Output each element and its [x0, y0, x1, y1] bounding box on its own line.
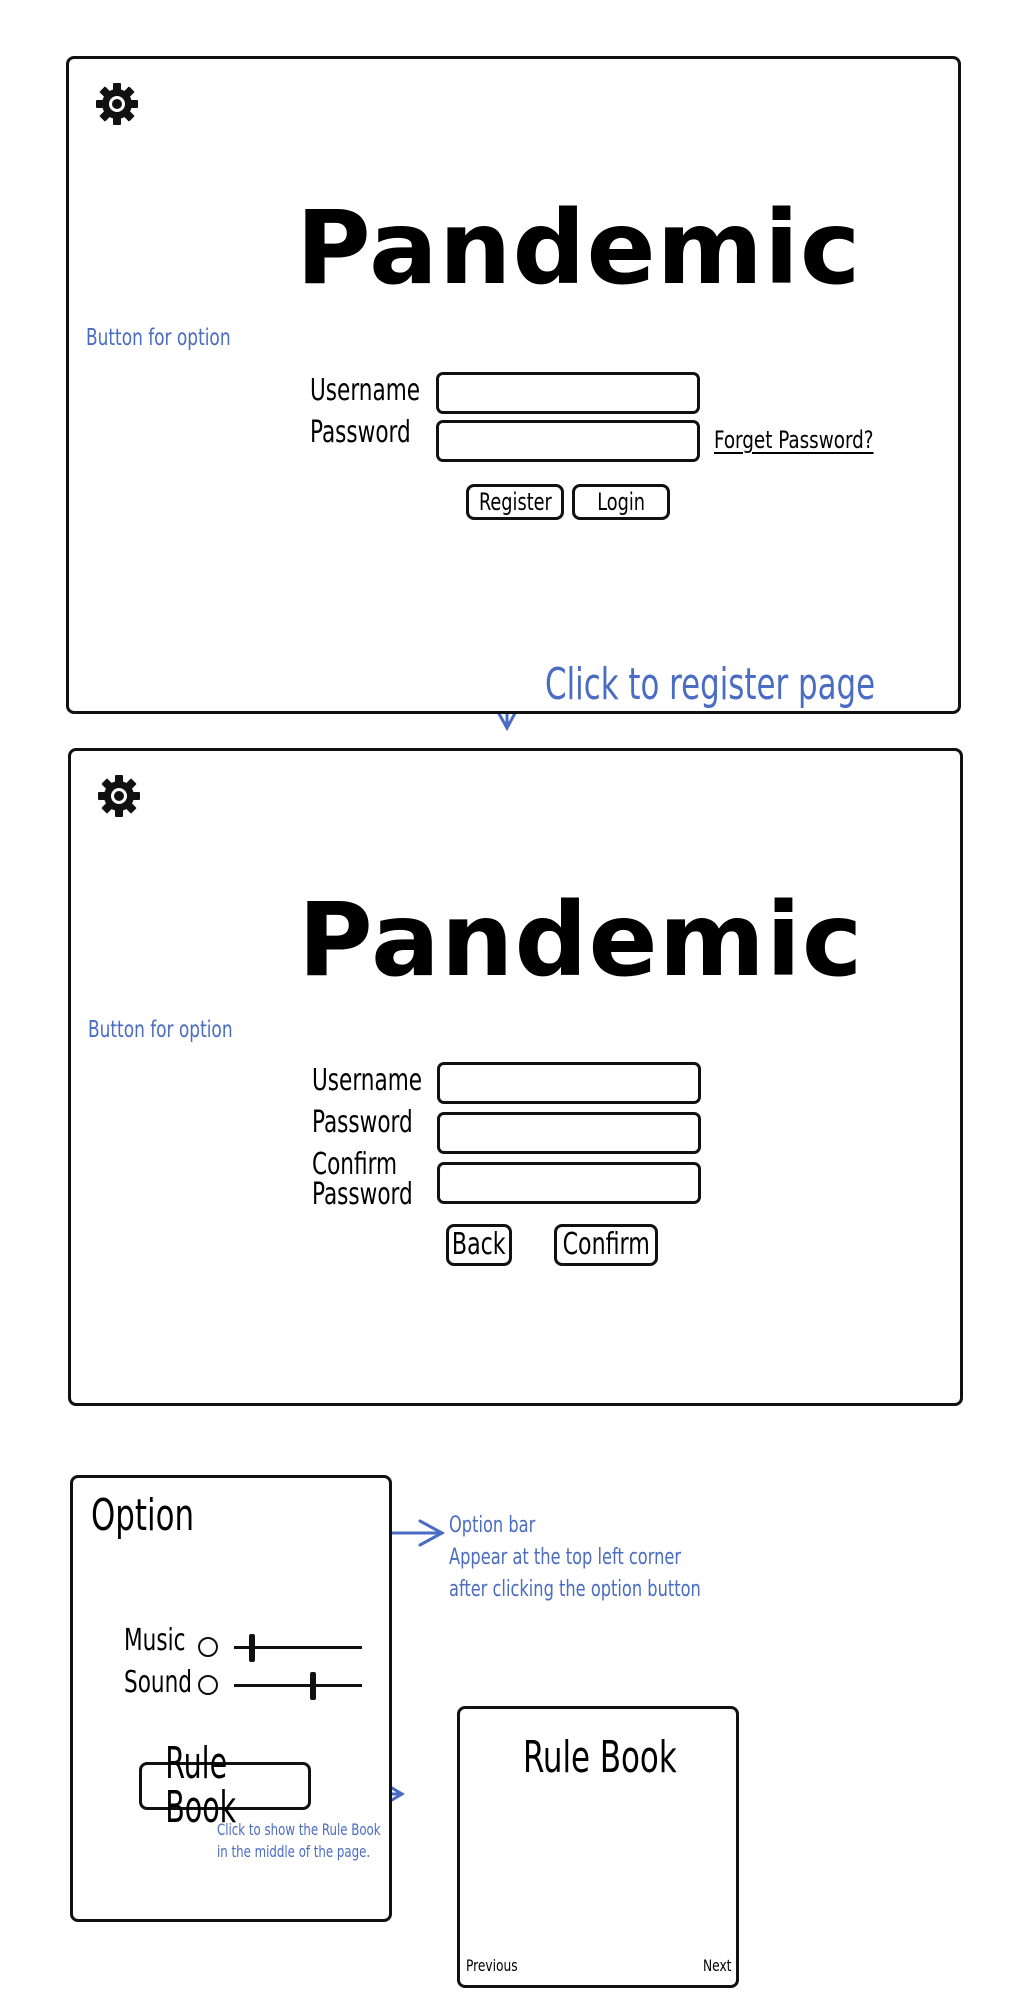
music-slider-thumb[interactable]	[249, 1634, 255, 1662]
rule-book-annotation-line2: in the middle of the page.	[217, 1842, 371, 1861]
password-label: Password	[312, 1105, 413, 1140]
sound-label: Sound	[124, 1665, 193, 1700]
sound-slider[interactable]	[234, 1672, 362, 1700]
login-button[interactable]: Login	[572, 484, 670, 520]
option-bar	[70, 1475, 392, 1922]
page-title: Pandemic	[298, 881, 864, 1000]
option-bar-annotation-line2: Appear at the top left corner	[449, 1545, 682, 1570]
username-label: Username	[310, 373, 421, 408]
forget-password-link[interactable]: Forget Password?	[714, 426, 874, 454]
music-label: Music	[124, 1623, 186, 1658]
password-label: Password	[310, 415, 411, 450]
sound-toggle[interactable]	[198, 1675, 218, 1695]
option-bar-annotation-title: Option bar	[449, 1513, 536, 1538]
sound-slider-thumb[interactable]	[310, 1672, 316, 1700]
option-title: Option	[91, 1490, 195, 1541]
option-bar-arrowhead	[418, 1519, 446, 1547]
username-input[interactable]	[436, 372, 700, 414]
rule-book-popup	[457, 1706, 739, 1988]
username-input[interactable]	[437, 1062, 701, 1104]
password-input[interactable]	[436, 420, 700, 462]
rule-book-button[interactable]: Rule Book	[139, 1742, 311, 1830]
confirm-password-input[interactable]	[437, 1162, 701, 1204]
username-label: Username	[312, 1063, 423, 1098]
confirm-password-label-line2: Password	[312, 1177, 413, 1212]
previous-button[interactable]: Previous	[466, 1956, 518, 1975]
music-toggle[interactable]	[198, 1637, 218, 1657]
password-input[interactable]	[437, 1112, 701, 1154]
option-bar-annotation-line3: after clicking the option button	[449, 1577, 701, 1602]
sound-slider-track	[234, 1684, 362, 1687]
confirm-button[interactable]: Confirm	[554, 1224, 658, 1266]
next-button[interactable]: Next	[703, 1956, 732, 1975]
gear-icon[interactable]	[93, 80, 141, 128]
back-button[interactable]: Back	[446, 1224, 512, 1266]
rule-book-annotation: Click to show the Rule Book	[217, 1820, 381, 1839]
option-annotation: Button for option	[86, 325, 231, 351]
option-annotation: Button for option	[88, 1017, 233, 1043]
register-annotation: Click to register page	[545, 659, 876, 710]
music-slider-track	[234, 1646, 362, 1649]
register-button[interactable]: Register	[466, 484, 564, 520]
music-slider[interactable]	[234, 1634, 362, 1662]
confirm-password-label: Confirm	[312, 1147, 398, 1182]
page-title: Pandemic	[296, 189, 862, 308]
gear-icon[interactable]	[95, 772, 143, 820]
rule-book-title: Rule Book	[523, 1732, 677, 1783]
